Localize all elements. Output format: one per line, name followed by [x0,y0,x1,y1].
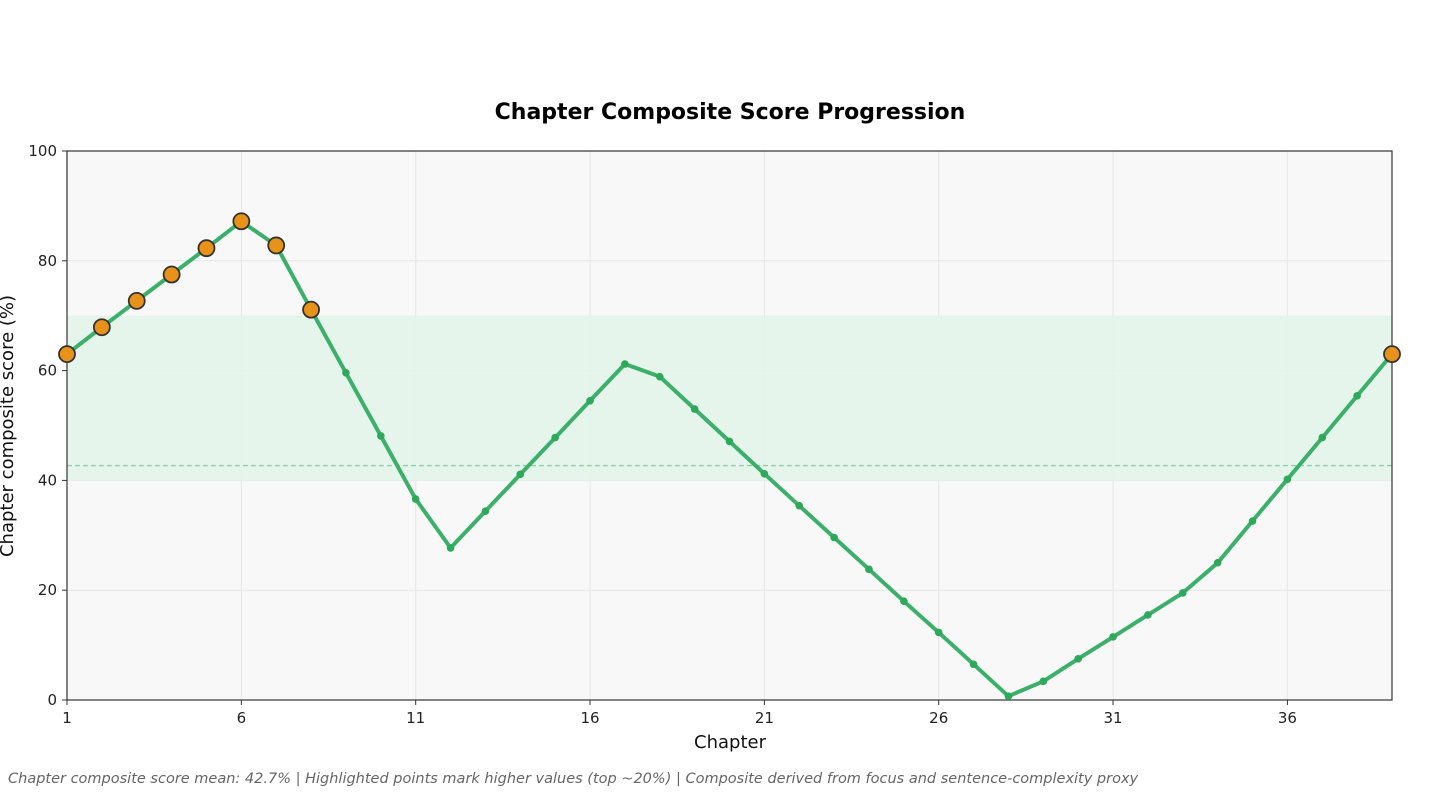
y-tick-label: 100 [28,142,57,160]
data-point [830,533,838,542]
data-point [934,628,943,637]
x-tick-label: 26 [929,709,948,727]
data-point [690,405,699,413]
data-point [621,360,629,368]
data-points [58,212,1401,700]
data-point [1109,633,1117,641]
data-point [551,433,559,442]
x-tick-label: 6 [237,709,247,727]
data-point [795,501,804,510]
data-point [1039,677,1048,686]
highlighted-point [197,239,216,258]
x-axis-label: Chapter [694,732,767,753]
data-point [1318,433,1327,442]
x-tick-label: 16 [580,709,599,727]
data-point [481,507,490,515]
y-tick-label: 0 [47,691,57,709]
data-point [900,597,908,605]
highlighted-point [232,212,251,231]
highlighted-point [267,236,286,255]
highlighted-point [302,300,320,319]
highlighted-point [127,291,146,310]
chart-title: Chapter Composite Score Progression [495,100,966,125]
plot-frame [66,150,1393,701]
x-tick-label: 31 [1104,709,1123,727]
y-tick-label: 60 [38,362,57,380]
data-point [1283,475,1292,484]
y-tick-label: 20 [38,581,57,599]
y-axis-label: Chapter composite score (%) [0,295,18,557]
data-point [725,437,734,446]
data-point [516,470,525,479]
data-point [655,372,664,381]
x-tick-label: 1 [62,709,72,727]
data-point [865,565,873,574]
highlighted-point [92,318,111,337]
data-point [411,495,420,503]
data-point [1004,692,1013,700]
data-point [1353,392,1361,400]
highlighted-point [1383,345,1401,364]
x-tick-label: 36 [1278,709,1297,727]
x-tick-label: 11 [406,709,425,727]
data-point [1178,589,1187,597]
data-point [446,544,455,552]
x-tick-label: 21 [755,709,774,727]
data-point [760,470,769,478]
chart-footnote: Chapter composite score mean: 42.7% | Hi… [8,771,1139,787]
data-point [377,432,385,440]
highlighted-point [162,265,181,284]
y-tick-label: 40 [38,471,57,489]
data-point [1248,517,1257,525]
reference-band [67,315,1392,481]
y-tick-label: 80 [38,252,57,270]
data-point [1144,611,1152,619]
data-point [1074,655,1082,663]
data-point [342,368,350,377]
data-point [969,660,978,669]
highlighted-point [58,345,76,364]
data-point [1213,558,1222,567]
data-point [586,396,594,405]
